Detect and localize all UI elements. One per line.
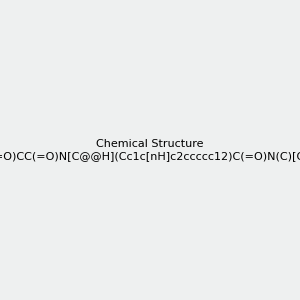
Text: Chemical Structure
OC(=O)CC(=O)N[C@@H](Cc1c[nH]c2ccccc12)C(=O)N(C)[C@...: Chemical Structure OC(=O)CC(=O)N[C@@H](C… [0,139,300,161]
